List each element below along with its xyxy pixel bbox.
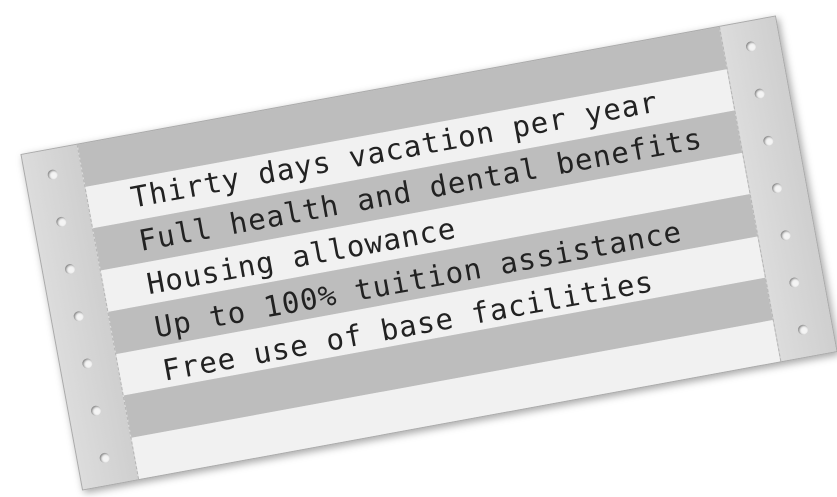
feed-hole (99, 452, 111, 464)
feed-hole (82, 358, 94, 370)
feed-hole (64, 263, 76, 275)
feed-hole (797, 324, 809, 336)
feed-hole (754, 88, 766, 100)
feed-hole (47, 169, 59, 181)
feed-hole (763, 135, 775, 147)
feed-hole (745, 41, 757, 53)
feed-hole (90, 405, 102, 417)
feed-hole (56, 216, 68, 228)
feed-hole (771, 182, 783, 194)
feed-hole (789, 277, 801, 289)
feed-hole (73, 310, 85, 322)
page: Thirty days vacation per year Full healt… (0, 0, 837, 497)
feed-hole (780, 230, 792, 242)
printout-paper: Thirty days vacation per year Full healt… (20, 15, 837, 490)
